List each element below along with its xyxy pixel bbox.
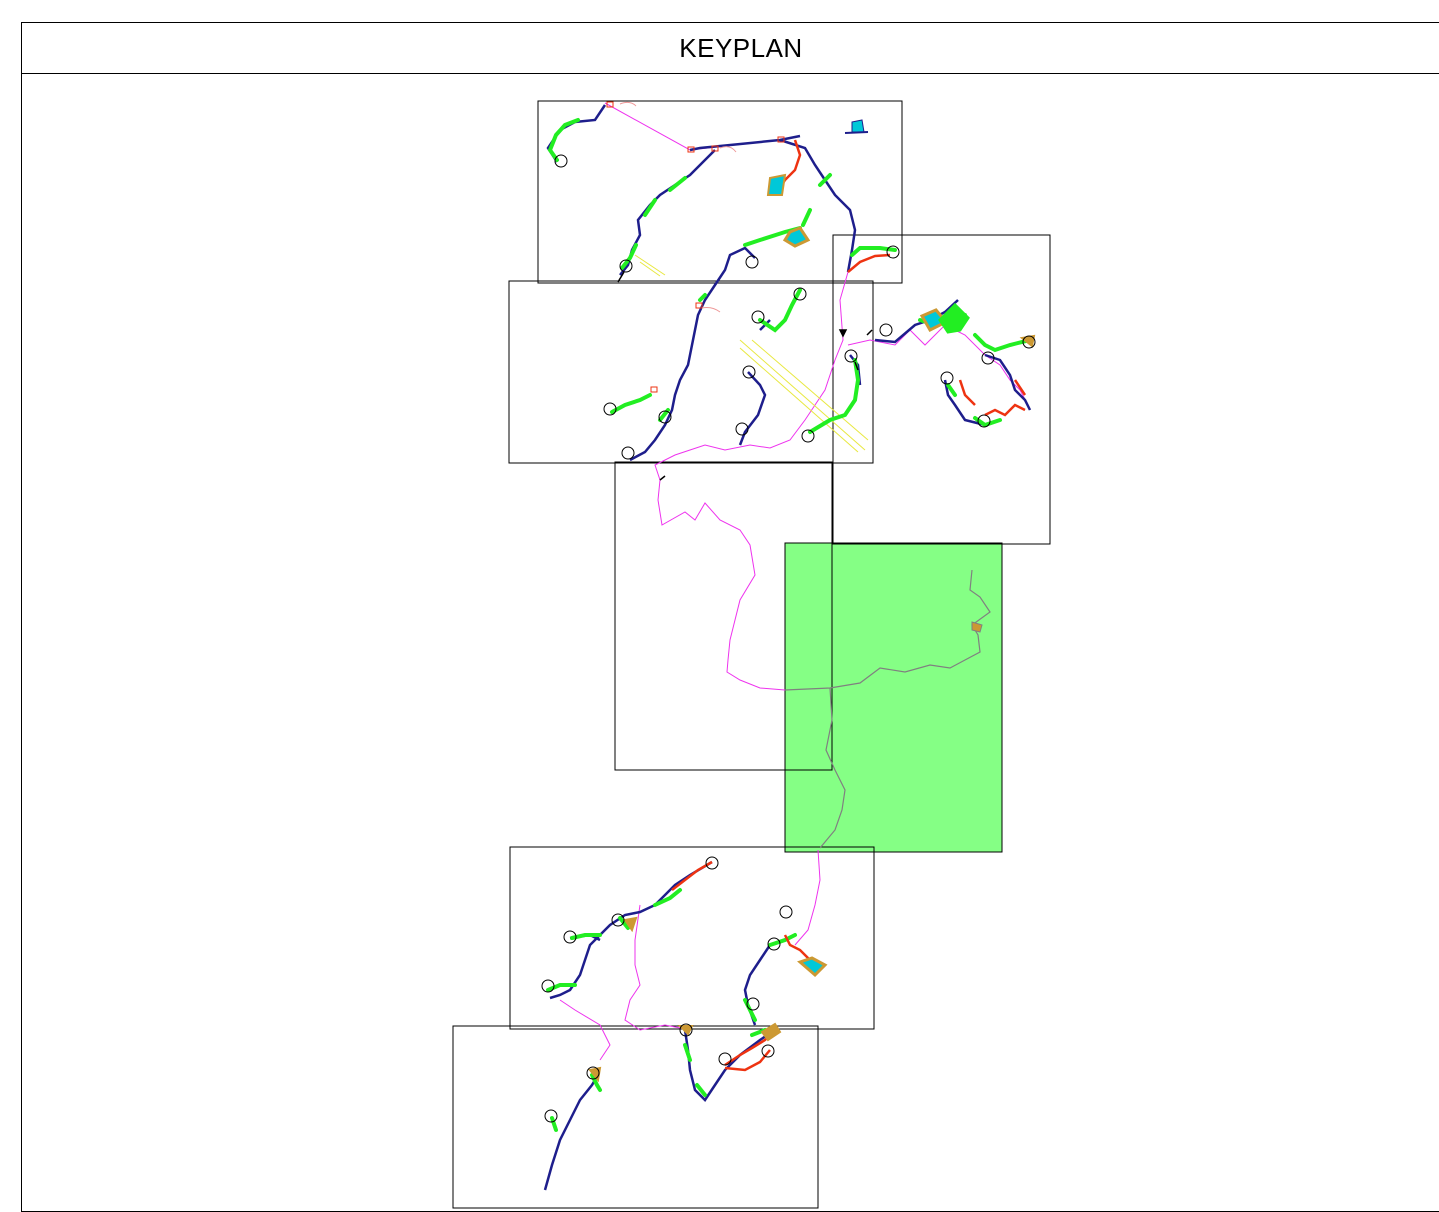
arrow-ticks: [617, 271, 873, 481]
facility-areas: [588, 119, 1036, 1083]
sheet-2[interactable]: [508, 280, 874, 464]
circle-symbols: [541, 154, 1036, 1123]
yellow-lines: [634, 254, 869, 453]
sheet-7[interactable]: [452, 1025, 819, 1209]
sheet-5-current[interactable]: [784, 542, 1003, 853]
structure-markers: [606, 101, 785, 393]
sheet-4[interactable]: [614, 461, 833, 771]
keyplan-title: KEYPLAN: [679, 32, 803, 63]
gray-route: [784, 569, 991, 849]
sheet-3[interactable]: [832, 234, 1051, 545]
title-bar: KEYPLAN: [22, 23, 1439, 74]
sheet-1[interactable]: [537, 100, 903, 284]
